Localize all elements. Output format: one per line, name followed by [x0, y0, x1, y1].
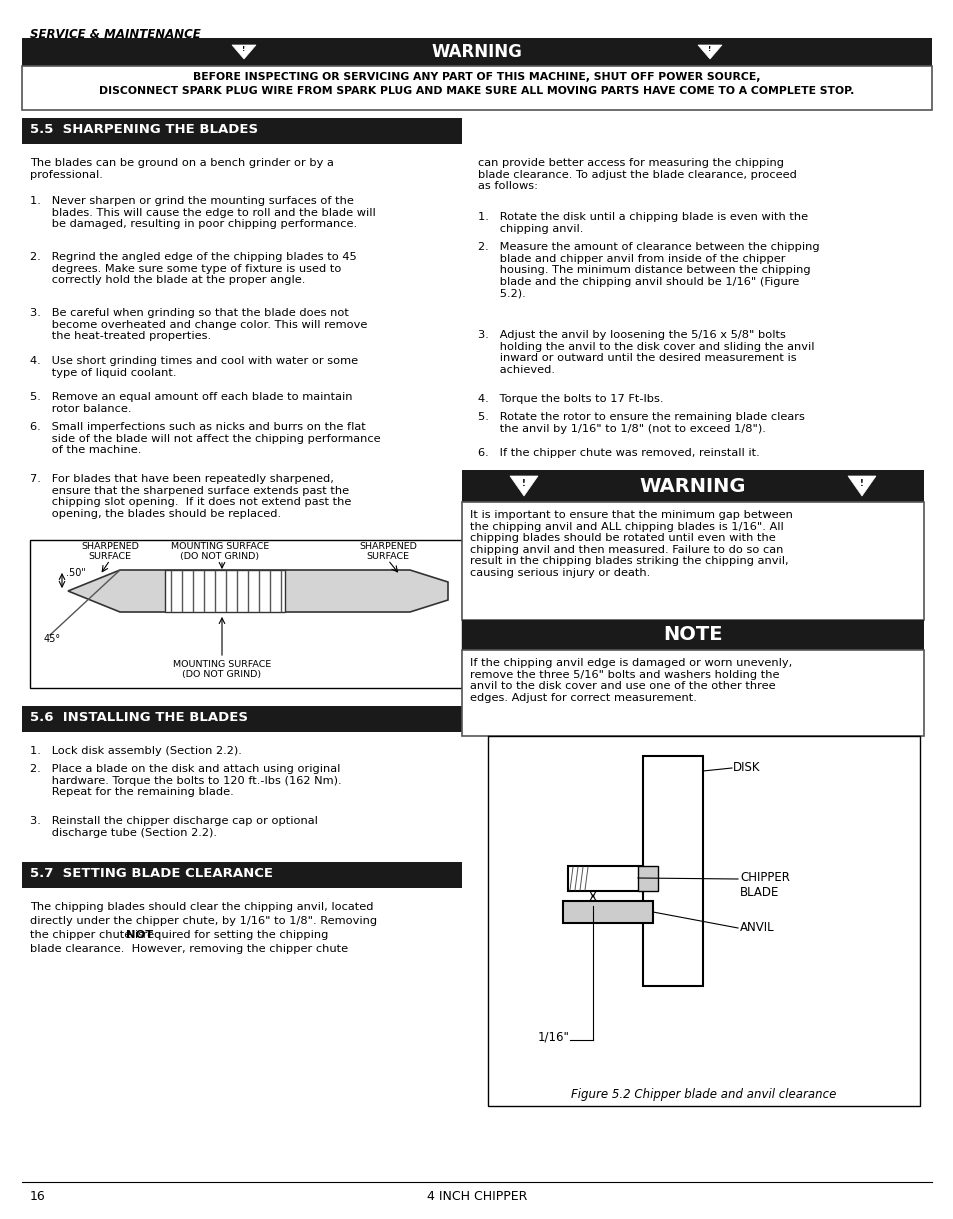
Bar — [22, 706, 461, 731]
Text: SHARPENED
SURFACE: SHARPENED SURFACE — [81, 542, 139, 562]
Text: 1.   Never sharpen or grind the mounting surfaces of the
      blades. This will: 1. Never sharpen or grind the mounting s… — [30, 196, 375, 229]
Bar — [638, 865, 658, 891]
Bar — [22, 38, 931, 66]
Text: 6.   If the chipper chute was removed, reinstall it.: 6. If the chipper chute was removed, rei… — [477, 449, 759, 458]
Text: 1.   Rotate the disk until a chipping blade is even with the
      chipping anvi: 1. Rotate the disk until a chipping blad… — [477, 212, 807, 234]
Text: MOUNTING SURFACE
(DO NOT GRIND): MOUNTING SURFACE (DO NOT GRIND) — [171, 542, 269, 562]
Text: BEFORE INSPECTING OR SERVICING ANY PART OF THIS MACHINE, SHUT OFF POWER SOURCE,: BEFORE INSPECTING OR SERVICING ANY PART … — [193, 72, 760, 82]
Text: required for setting the chipping: required for setting the chipping — [139, 930, 328, 940]
Text: 5.7  SETTING BLADE CLEARANCE: 5.7 SETTING BLADE CLEARANCE — [30, 867, 273, 880]
Text: 7.   For blades that have been repeatedly sharpened,
      ensure that the sharp: 7. For blades that have been repeatedly … — [30, 474, 351, 519]
Text: 2.   Place a blade on the disk and attach using original
      hardware. Torque : 2. Place a blade on the disk and attach … — [30, 764, 341, 797]
Text: 5.   Rotate the rotor to ensure the remaining blade clears
      the anvil by 1/: 5. Rotate the rotor to ensure the remain… — [477, 412, 804, 434]
Text: 6.   Small imperfections such as nicks and burrs on the flat
      side of the b: 6. Small imperfections such as nicks and… — [30, 422, 380, 455]
Text: 2.   Measure the amount of clearance between the chipping
      blade and chippe: 2. Measure the amount of clearance betwe… — [477, 243, 819, 299]
Bar — [461, 471, 923, 502]
Text: !: ! — [521, 479, 525, 489]
Bar — [22, 862, 461, 887]
Bar — [461, 620, 923, 650]
Text: !: ! — [242, 46, 245, 52]
Text: 4.   Torque the bolts to 17 Ft-lbs.: 4. Torque the bolts to 17 Ft-lbs. — [477, 394, 662, 403]
Text: NOTE: NOTE — [662, 625, 722, 645]
Bar — [165, 570, 285, 612]
Text: WARNING: WARNING — [639, 477, 745, 495]
Bar — [488, 736, 919, 1106]
Text: blade clearance.  However, removing the chipper chute: blade clearance. However, removing the c… — [30, 944, 348, 954]
Bar — [567, 865, 642, 891]
Text: 4.   Use short grinding times and cool with water or some
      type of liquid c: 4. Use short grinding times and cool wit… — [30, 356, 357, 378]
Bar — [461, 650, 923, 736]
Text: MOUNTING SURFACE
(DO NOT GRIND): MOUNTING SURFACE (DO NOT GRIND) — [172, 659, 271, 679]
Text: 1.   Lock disk assembly (Section 2.2).: 1. Lock disk assembly (Section 2.2). — [30, 746, 242, 756]
Text: can provide better access for measuring the chipping
blade clearance. To adjust : can provide better access for measuring … — [477, 158, 796, 191]
Polygon shape — [510, 475, 537, 496]
Text: 16: 16 — [30, 1190, 46, 1203]
Text: If the chipping anvil edge is damaged or worn unevenly,
remove the three 5/16" b: If the chipping anvil edge is damaged or… — [470, 658, 791, 703]
Text: DISK: DISK — [732, 761, 760, 774]
Polygon shape — [847, 475, 875, 496]
Text: 45°: 45° — [44, 634, 61, 644]
Bar — [461, 502, 923, 620]
Text: DISCONNECT SPARK PLUG WIRE FROM SPARK PLUG AND MAKE SURE ALL MOVING PARTS HAVE C: DISCONNECT SPARK PLUG WIRE FROM SPARK PL… — [99, 87, 854, 96]
Text: NOT: NOT — [126, 930, 152, 940]
Text: !: ! — [860, 479, 863, 489]
Text: 5.6  INSTALLING THE BLADES: 5.6 INSTALLING THE BLADES — [30, 711, 248, 724]
Bar — [642, 756, 702, 986]
Text: 3.   Reinstall the chipper discharge cap or optional
      discharge tube (Secti: 3. Reinstall the chipper discharge cap o… — [30, 816, 317, 837]
Text: 2.   Regrind the angled edge of the chipping blades to 45
      degrees. Make su: 2. Regrind the angled edge of the chippi… — [30, 252, 356, 285]
Bar — [30, 540, 461, 688]
Text: It is important to ensure that the minimum gap between
the chipping anvil and AL: It is important to ensure that the minim… — [470, 510, 792, 578]
Text: The chipping blades should clear the chipping anvil, located: The chipping blades should clear the chi… — [30, 902, 374, 912]
Text: .50": .50" — [66, 568, 86, 578]
Text: WARNING: WARNING — [431, 43, 522, 61]
Text: 5.5  SHARPENING THE BLADES: 5.5 SHARPENING THE BLADES — [30, 123, 258, 137]
Text: 3.   Adjust the anvil by loosening the 5/16 x 5/8" bolts
      holding the anvil: 3. Adjust the anvil by loosening the 5/1… — [477, 330, 814, 374]
Text: 5.   Remove an equal amount off each blade to maintain
      rotor balance.: 5. Remove an equal amount off each blade… — [30, 393, 352, 413]
Text: SERVICE & MAINTENANCE: SERVICE & MAINTENANCE — [30, 28, 200, 41]
Text: CHIPPER
BLADE: CHIPPER BLADE — [740, 872, 789, 898]
Bar — [22, 66, 931, 110]
Polygon shape — [232, 45, 255, 59]
Text: The blades can be ground on a bench grinder or by a
professional.: The blades can be ground on a bench grin… — [30, 158, 334, 179]
Bar — [22, 118, 461, 144]
Text: ANVIL: ANVIL — [740, 922, 774, 934]
Bar — [562, 901, 652, 923]
Polygon shape — [698, 45, 721, 59]
Text: the chipper chute is: the chipper chute is — [30, 930, 148, 940]
Polygon shape — [68, 570, 448, 612]
Text: !: ! — [708, 46, 711, 52]
Text: 1/16": 1/16" — [537, 1031, 569, 1043]
Text: 4 INCH CHIPPER: 4 INCH CHIPPER — [426, 1190, 527, 1203]
Text: SHARPENED
SURFACE: SHARPENED SURFACE — [358, 542, 416, 562]
Text: Figure 5.2 Chipper blade and anvil clearance: Figure 5.2 Chipper blade and anvil clear… — [571, 1089, 836, 1101]
Text: directly under the chipper chute, by 1/16" to 1/8". Removing: directly under the chipper chute, by 1/1… — [30, 915, 376, 926]
Text: 3.   Be careful when grinding so that the blade does not
      become overheated: 3. Be careful when grinding so that the … — [30, 308, 367, 341]
